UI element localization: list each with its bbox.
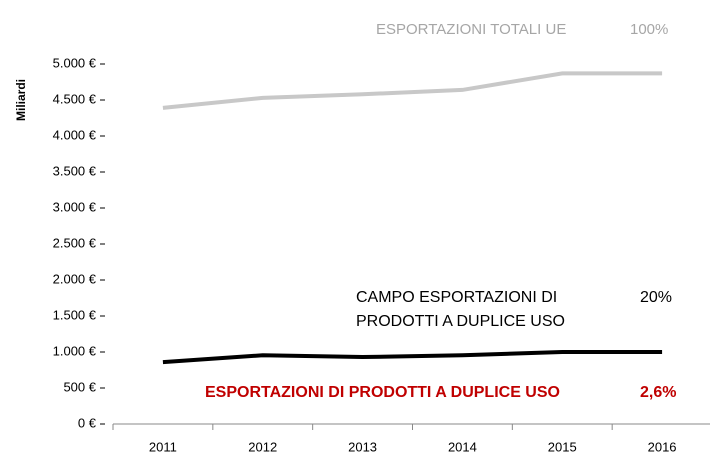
x-tick-label: 2015: [548, 439, 577, 454]
series-label: ESPORTAZIONI TOTALI UE: [376, 21, 567, 38]
annotation: 100%: [630, 21, 669, 38]
y-tick-label: 2.500 €: [53, 235, 97, 250]
series-line: [162, 71, 663, 110]
y-axis-label: Miliardi: [14, 79, 28, 121]
x-tick-label: 2016: [648, 439, 677, 454]
x-tick-label: 2011: [149, 439, 177, 454]
x-tick-label: 2013: [348, 439, 377, 454]
annotation: ESPORTAZIONI DI PRODOTTI A DUPLICE USO: [205, 384, 560, 401]
y-tick-label: 3.500 €: [53, 163, 97, 178]
x-tick-label: 2012: [248, 439, 277, 454]
series-line: [162, 350, 663, 365]
y-tick-label: 0 €: [78, 415, 97, 430]
y-tick-label: 500 €: [63, 379, 96, 394]
y-tick-label: 1.000 €: [53, 343, 97, 358]
y-tick-label: 4.000 €: [53, 127, 97, 142]
y-tick-label: 4.500 €: [53, 91, 97, 106]
annotation: 20%: [640, 289, 673, 306]
y-tick-label: 2.000 €: [53, 271, 97, 286]
annotation: 2,6%: [640, 384, 677, 401]
y-tick-label: 1.500 €: [53, 307, 97, 322]
y-tick-label: 3.000 €: [53, 199, 97, 214]
y-tick-label: 5.000 €: [53, 55, 97, 70]
series-label: CAMPO ESPORTAZIONI DI PRODOTTI A DUPLICE…: [356, 289, 565, 330]
x-tick-label: 2014: [448, 439, 477, 454]
